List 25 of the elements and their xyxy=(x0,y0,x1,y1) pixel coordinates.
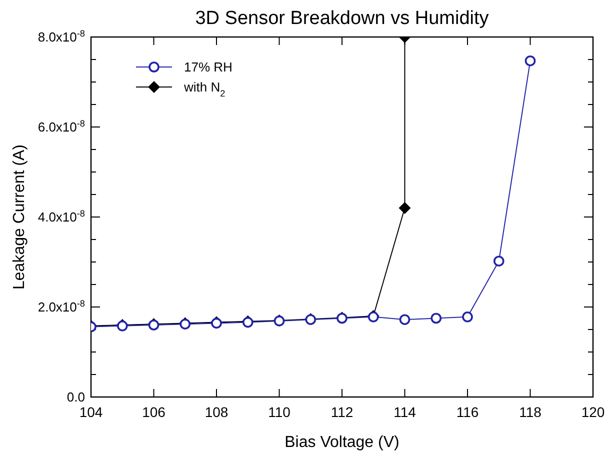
y-tick-label: 0.0 xyxy=(66,390,85,405)
x-tick-label: 116 xyxy=(456,404,479,420)
chart-title: 3D Sensor Breakdown vs Humidity xyxy=(195,8,490,29)
x-tick-label: 118 xyxy=(519,404,542,420)
point xyxy=(398,202,411,214)
y-tick-label: 2.0x10$^{-8}$ xyxy=(38,298,85,315)
point xyxy=(493,256,504,266)
x-tick-label: 108 xyxy=(204,404,228,420)
x-tick-label: 120 xyxy=(581,404,605,420)
legend-label: 17% RH xyxy=(184,60,232,75)
point xyxy=(462,312,473,322)
x-tick-label: 112 xyxy=(330,404,354,420)
y-tick-label: 6.0x10$^{-8}$ xyxy=(38,118,85,135)
y-tick-label: 4.0x10$^{-8}$ xyxy=(38,208,85,225)
x-tick-label: 104 xyxy=(79,404,103,420)
point xyxy=(524,55,536,66)
legend-label: with N$_{2}$ xyxy=(183,80,226,99)
y-axis-title: Leakage Current (A) xyxy=(11,144,28,290)
x-tick-label: 114 xyxy=(394,404,416,420)
x-tick-label: 106 xyxy=(142,404,166,420)
point xyxy=(430,312,442,324)
x-axis-title: Bias Voltage (V) xyxy=(284,434,400,451)
point xyxy=(399,314,410,325)
y-tick-label: 8.0x10$^{-8}$ xyxy=(38,28,85,45)
x-tick-label: 110 xyxy=(268,404,291,420)
